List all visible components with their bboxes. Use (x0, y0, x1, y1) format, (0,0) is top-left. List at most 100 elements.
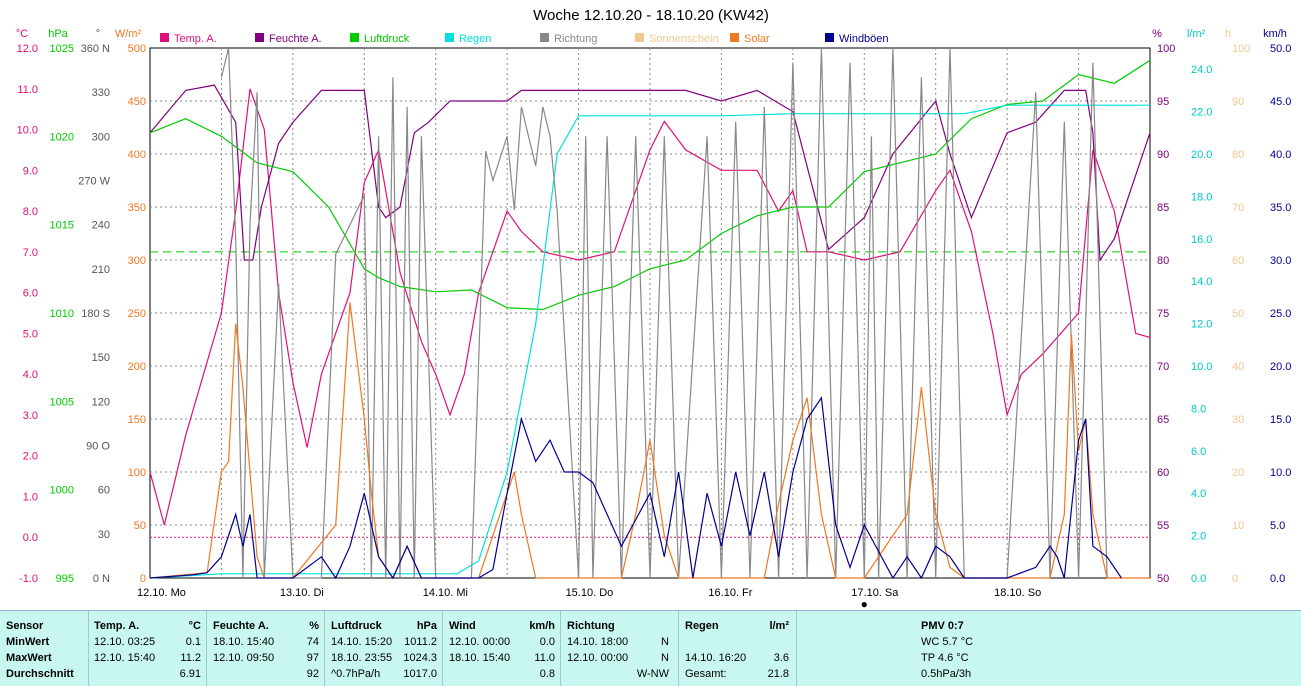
tick-label-rain: 0.0 (1191, 573, 1206, 585)
tick-label-humidity: 60 (1157, 467, 1169, 479)
tick-label-wind: 10.0 (1270, 467, 1291, 479)
tick-label-temp: 0.0 (23, 532, 38, 544)
wind-max: 11.0 (534, 652, 555, 664)
tick-label-temp: 5.0 (23, 328, 38, 340)
x-tick-label: 17.10. Sa (851, 587, 899, 599)
row-avg-label: Durchschnitt (6, 668, 74, 680)
tick-label-sunshine: 50 (1232, 308, 1244, 320)
hum-max-time: 12.10. 09:50 (213, 652, 275, 664)
legend-swatch (350, 33, 359, 42)
tick-label-direction: 150 (92, 352, 110, 364)
dir-max: N (661, 652, 669, 664)
series-line-feuchte-a- (149, 84, 1151, 262)
tick-label-sunshine: 10 (1232, 520, 1244, 532)
axis-unit-direction: ° (96, 28, 100, 40)
tick-label-temp: 6.0 (23, 288, 38, 300)
tick-label-wind: 20.0 (1270, 361, 1291, 373)
tick-label-sunshine: 20 (1232, 467, 1244, 479)
rain-max-time: 14.10. 16:20 (685, 652, 747, 664)
rain-max: 3.6 (773, 652, 789, 664)
tick-label-temp: 1.0 (23, 491, 38, 503)
x-tick-label: 13.10. Di (280, 587, 324, 599)
tick-label-direction: 270 W (78, 176, 110, 188)
tick-label-direction: 360 N (81, 43, 110, 55)
tick-label-humidity: 70 (1157, 361, 1169, 373)
legend-label: Temp. A. (174, 33, 217, 45)
tick-label-rain: 6.0 (1191, 446, 1206, 458)
series-line-windb-en (149, 396, 1122, 580)
x-tick-label: 16.10. Fr (708, 587, 752, 599)
temp-min: 0.1 (185, 636, 201, 648)
unit-pressure: hPa (416, 620, 437, 632)
tick-label-solar: 500 (128, 43, 146, 55)
col-humidity: Feuchte A. % 18.10. 15:40 74 12.10. 09:5… (206, 611, 325, 686)
tick-label-sunshine: 90 (1232, 96, 1244, 108)
tick-label-solar: 250 (128, 308, 146, 320)
day-marker: ● (861, 597, 868, 610)
rain-total-label: Gesamt: (685, 668, 727, 680)
tick-label-rain: 8.0 (1191, 403, 1206, 415)
axis-unit-wind: km/h (1263, 28, 1287, 40)
wind-min: 0.0 (539, 636, 555, 648)
wind-avg: 0.8 (539, 668, 555, 680)
wind-max-time: 18.10. 15:40 (449, 652, 511, 664)
series-line-luftdruck (149, 59, 1151, 311)
tick-label-solar: 400 (128, 149, 146, 161)
tick-label-solar: 350 (128, 202, 146, 214)
tick-label-temp: 4.0 (23, 369, 38, 381)
col-direction: Richtung 14.10. 18:00 N 12.10. 00:00 N W… (560, 611, 679, 686)
tick-label-direction: 300 (92, 131, 110, 143)
tick-label-wind: 25.0 (1270, 308, 1291, 320)
header-pressure: Luftdruck (331, 620, 382, 632)
tick-label-rain: 14.0 (1191, 276, 1212, 288)
unit-temp: °C (188, 620, 201, 632)
hum-avg: 92 (306, 668, 319, 680)
axis-unit-humidity: % (1152, 28, 1162, 40)
temp-max: 11.2 (180, 652, 201, 664)
header-temp: Temp. A. (94, 620, 140, 632)
tick-label-temp: 7.0 (23, 247, 38, 259)
tick-label-solar: 450 (128, 96, 146, 108)
press-avg: 1017.0 (403, 668, 437, 680)
series-line-temp-a- (149, 88, 1151, 526)
tick-label-temp: 8.0 (23, 206, 38, 218)
tick-label-solar: 150 (128, 414, 146, 426)
press-max-time: 18.10. 23:55 (331, 652, 393, 664)
dir-max-time: 12.10. 00:00 (567, 652, 629, 664)
tick-label-direction: 180 S (81, 308, 110, 320)
unit-rain: l/m² (769, 620, 789, 632)
tick-label-wind: 0.0 (1270, 573, 1285, 585)
tick-label-humidity: 80 (1157, 255, 1169, 267)
tick-label-humidity: 55 (1157, 520, 1169, 532)
dir-min-time: 14.10. 18:00 (567, 636, 629, 648)
legend-swatch (540, 33, 549, 42)
dir-avg: W-NW (636, 668, 669, 680)
col-sensor: Sensor MinWert MaxWert Durchschnitt (0, 611, 88, 686)
tick-label-wind: 15.0 (1270, 414, 1291, 426)
tick-label-sunshine: 80 (1232, 149, 1244, 161)
tick-label-sunshine: 0 (1232, 573, 1238, 585)
tick-label-humidity: 85 (1157, 202, 1169, 214)
tick-label-wind: 45.0 (1270, 96, 1291, 108)
col-pmv: PMV 0:7 WC 5.7 °C TP 4.6 °C 0.5hPa/3h (796, 611, 1301, 686)
header-humidity: Feuchte A. (213, 620, 269, 632)
series-line-regen (149, 104, 1150, 579)
press-trend: ^0.7hPa/h (331, 668, 381, 680)
press-min: 1011.2 (404, 636, 437, 648)
rain-total: 21.8 (767, 668, 789, 680)
col-wind: Wind km/h 12.10. 00:00 0.0 18.10. 15:40 … (442, 611, 561, 686)
hum-max: 97 (306, 652, 319, 664)
tick-label-sunshine: 60 (1232, 255, 1244, 267)
statistics-table: Sensor MinWert MaxWert Durchschnitt Temp… (0, 610, 1301, 686)
axis-unit-temp: °C (16, 28, 28, 40)
tick-label-temp: 3.0 (23, 410, 38, 422)
tick-label-wind: 30.0 (1270, 255, 1291, 267)
unit-wind: km/h (529, 620, 555, 632)
tick-label-rain: 2.0 (1191, 531, 1206, 543)
tick-label-direction: 30 (98, 529, 110, 541)
tick-label-humidity: 50 (1157, 573, 1169, 585)
tick-label-rain: 4.0 (1191, 488, 1206, 500)
axis-unit-rain: l/m² (1187, 28, 1206, 40)
tick-label-temp: 10.0 (17, 125, 38, 137)
tick-label-temp: -1.0 (19, 573, 38, 585)
